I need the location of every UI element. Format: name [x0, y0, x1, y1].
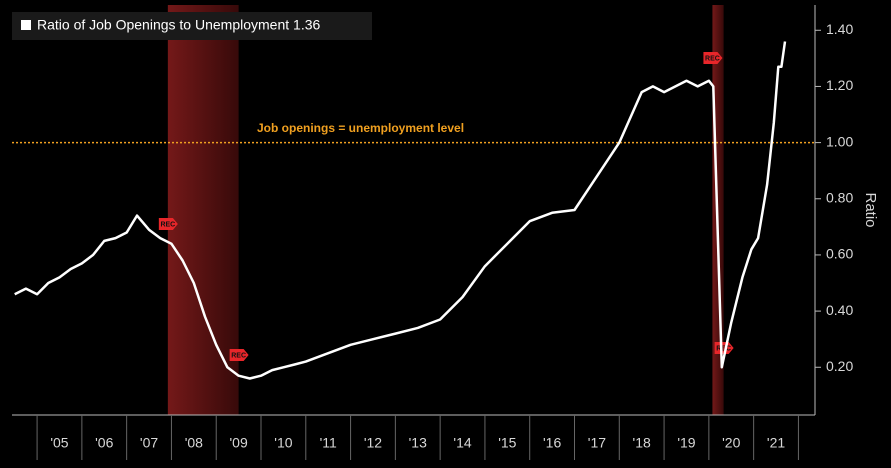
x-tick-label: '10	[274, 435, 292, 451]
y-tick-label: 0.60	[826, 246, 853, 262]
rec-tag-label: REC	[705, 55, 720, 62]
x-tick-label: '07	[140, 435, 158, 451]
x-tick-label: '06	[95, 435, 113, 451]
x-tick-label: '12	[364, 435, 382, 451]
x-tick-label: '21	[767, 435, 785, 451]
y-tick-label: 1.40	[826, 21, 853, 37]
x-tick-label: '16	[543, 435, 561, 451]
y-tick-label: 0.20	[826, 358, 853, 374]
x-tick-label: '09	[229, 435, 247, 451]
y-tick-label: 1.00	[826, 133, 853, 149]
y-axis-label: Ratio	[862, 192, 879, 227]
legend-box	[12, 12, 372, 40]
y-tick-label: 1.20	[826, 77, 853, 93]
rec-tag	[158, 218, 178, 230]
x-tick-label: '13	[409, 435, 427, 451]
x-tick-label: '18	[633, 435, 651, 451]
x-tick-label: '17	[588, 435, 606, 451]
rec-tag	[714, 342, 734, 354]
y-tick-label: 0.40	[826, 302, 853, 318]
legend-label: Ratio of Job Openings to Unemployment 1.…	[37, 17, 320, 33]
x-tick-label: '20	[722, 435, 740, 451]
x-tick-label: '19	[677, 435, 695, 451]
x-tick-label: '14	[453, 435, 471, 451]
recession-band	[167, 5, 239, 415]
x-tick-label: '05	[50, 435, 68, 451]
reference-label: Job openings = unemployment level	[257, 121, 464, 135]
rec-tag-label: REC	[231, 352, 246, 359]
series-line	[14, 41, 787, 380]
x-tick-label: '08	[185, 435, 203, 451]
rec-tag	[703, 52, 723, 64]
x-tick-label: '11	[320, 435, 337, 451]
x-tick-label: '15	[498, 435, 516, 451]
y-tick-label: 0.80	[826, 189, 853, 205]
rec-tag	[229, 349, 249, 361]
rec-tag-label: REC	[160, 221, 175, 228]
rec-tag-label: REC	[716, 345, 731, 352]
legend-swatch	[21, 20, 31, 30]
